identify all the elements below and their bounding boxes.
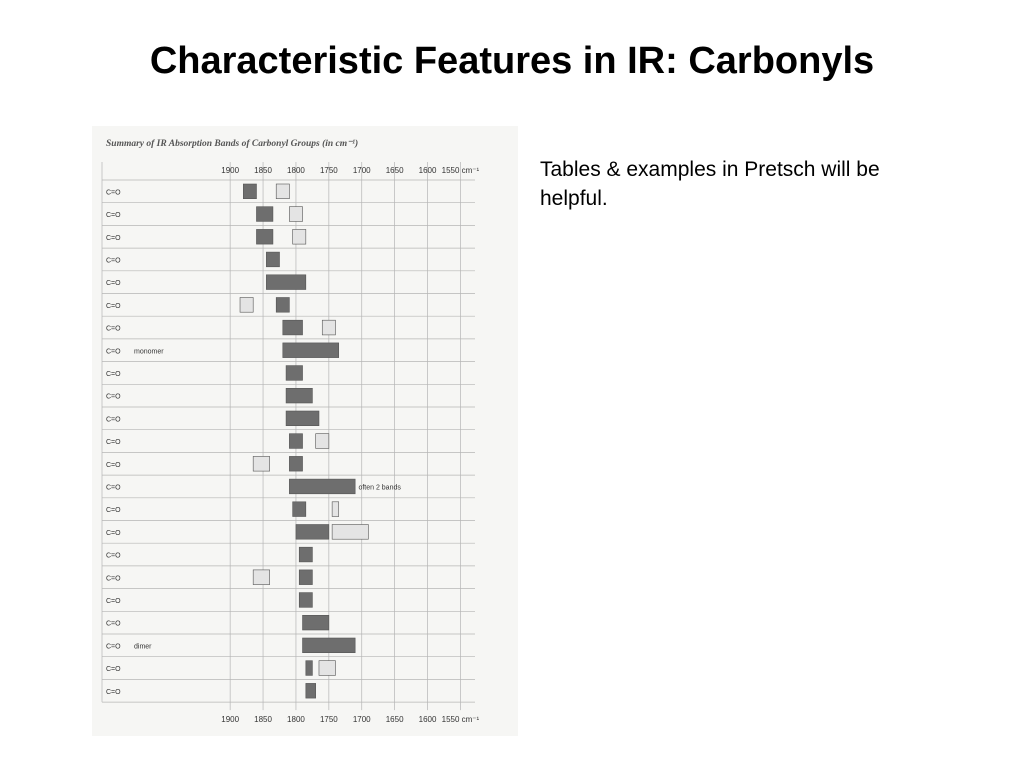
slide-note: Tables & examples in Pretsch will be hel… [540, 158, 880, 210]
x-tick-bottom-4: 1700 [353, 715, 371, 724]
x-tick-top-3: 1750 [320, 166, 338, 175]
band-row19-0 [302, 614, 330, 631]
structure-glyph-1: C=O [106, 212, 121, 219]
x-tick-bottom-6: 1600 [419, 715, 437, 724]
x-tick-top-2: 1800 [287, 166, 305, 175]
structure-glyph-0: C=O [106, 189, 121, 196]
structure-glyph-15: C=O [106, 530, 121, 537]
band-row17-0 [252, 569, 270, 585]
carbonyl-ir-table-scan: Summary of IR Absorption Bands of Carbon… [92, 126, 518, 736]
x-tick-top-7: 1550 cm⁻¹ [442, 166, 480, 175]
x-tick-bottom-2: 1800 [287, 715, 305, 724]
structure-glyph-9: C=O [106, 394, 121, 401]
structure-glyph-21: C=O [106, 666, 121, 673]
x-tick-top-4: 1700 [353, 166, 371, 175]
band-row16-0 [298, 546, 313, 563]
band-row2-0 [256, 229, 274, 245]
band-row2-1 [292, 229, 307, 245]
band-row0-0 [243, 183, 257, 199]
band-row18-0 [298, 592, 313, 608]
band-row17-1 [298, 569, 313, 585]
band-row13-0 [289, 478, 356, 495]
chart-title: Summary of IR Absorption Bands of Carbon… [106, 138, 358, 149]
x-tick-top-5: 1650 [386, 166, 404, 175]
row-label-7: monomer [134, 348, 164, 355]
structure-glyph-14: C=O [106, 507, 121, 514]
band-row4-0 [266, 274, 307, 290]
structure-glyph-3: C=O [106, 257, 121, 264]
band-row6-0 [282, 319, 303, 336]
structure-glyph-12: C=O [106, 462, 121, 469]
band-row21-1 [318, 660, 336, 676]
row-label-20: dimer [134, 643, 152, 650]
structure-glyph-10: C=O [106, 416, 121, 423]
band-row8-0 [285, 365, 303, 381]
band-row5-0 [239, 297, 254, 313]
structure-glyph-4: C=O [106, 280, 121, 287]
band-row15-0 [295, 524, 330, 540]
band-row14-0 [292, 501, 307, 517]
band-row6-1 [321, 319, 336, 336]
band-row12-0 [252, 456, 270, 472]
band-row3-0 [266, 251, 280, 268]
x-tick-top-0: 1900 [221, 166, 239, 175]
band-row1-1 [289, 206, 303, 222]
band-row7-0 [282, 342, 340, 358]
band-row0-1 [275, 183, 290, 199]
band-row5-1 [275, 297, 290, 313]
x-tick-bottom-5: 1650 [386, 715, 404, 724]
band-row14-1 [331, 501, 340, 517]
x-tick-bottom-3: 1750 [320, 715, 338, 724]
band-row20-0 [302, 637, 356, 653]
structure-glyph-19: C=O [106, 621, 121, 628]
structure-glyph-8: C=O [106, 371, 121, 378]
structure-glyph-5: C=O [106, 303, 121, 310]
structure-glyph-17: C=O [106, 575, 121, 582]
band-row9-0 [285, 387, 313, 404]
structure-glyph-2: C=O [106, 235, 121, 242]
structure-glyph-13: C=O [106, 484, 121, 491]
x-tick-bottom-1: 1850 [254, 715, 272, 724]
band-row1-0 [256, 206, 274, 222]
band-row15-1 [331, 524, 369, 540]
x-tick-bottom-7: 1550 cm⁻¹ [442, 715, 480, 724]
structure-glyph-6: C=O [106, 326, 121, 333]
x-tick-bottom-0: 1900 [221, 715, 239, 724]
x-tick-top-6: 1600 [419, 166, 437, 175]
band-row11-1 [315, 433, 330, 449]
band-row12-1 [289, 456, 303, 472]
band-row10-0 [285, 410, 320, 426]
structure-glyph-16: C=O [106, 553, 121, 560]
structure-glyph-18: C=O [106, 598, 121, 605]
structure-glyph-7: C=O [106, 348, 121, 355]
band-row21-0 [305, 660, 313, 676]
band-row11-0 [289, 433, 303, 449]
structure-glyph-22: C=O [106, 689, 121, 696]
ir-band-chart: Summary of IR Absorption Bands of Carbon… [101, 138, 480, 724]
structure-glyph-20: C=O [106, 643, 121, 650]
annotation-often-2-bands: often 2 bands [358, 484, 401, 491]
structure-glyph-11: C=O [106, 439, 121, 446]
x-tick-top-1: 1850 [254, 166, 272, 175]
band-row22-0 [305, 683, 316, 699]
slide-title: Characteristic Features in IR: Carbonyls [149, 40, 875, 82]
